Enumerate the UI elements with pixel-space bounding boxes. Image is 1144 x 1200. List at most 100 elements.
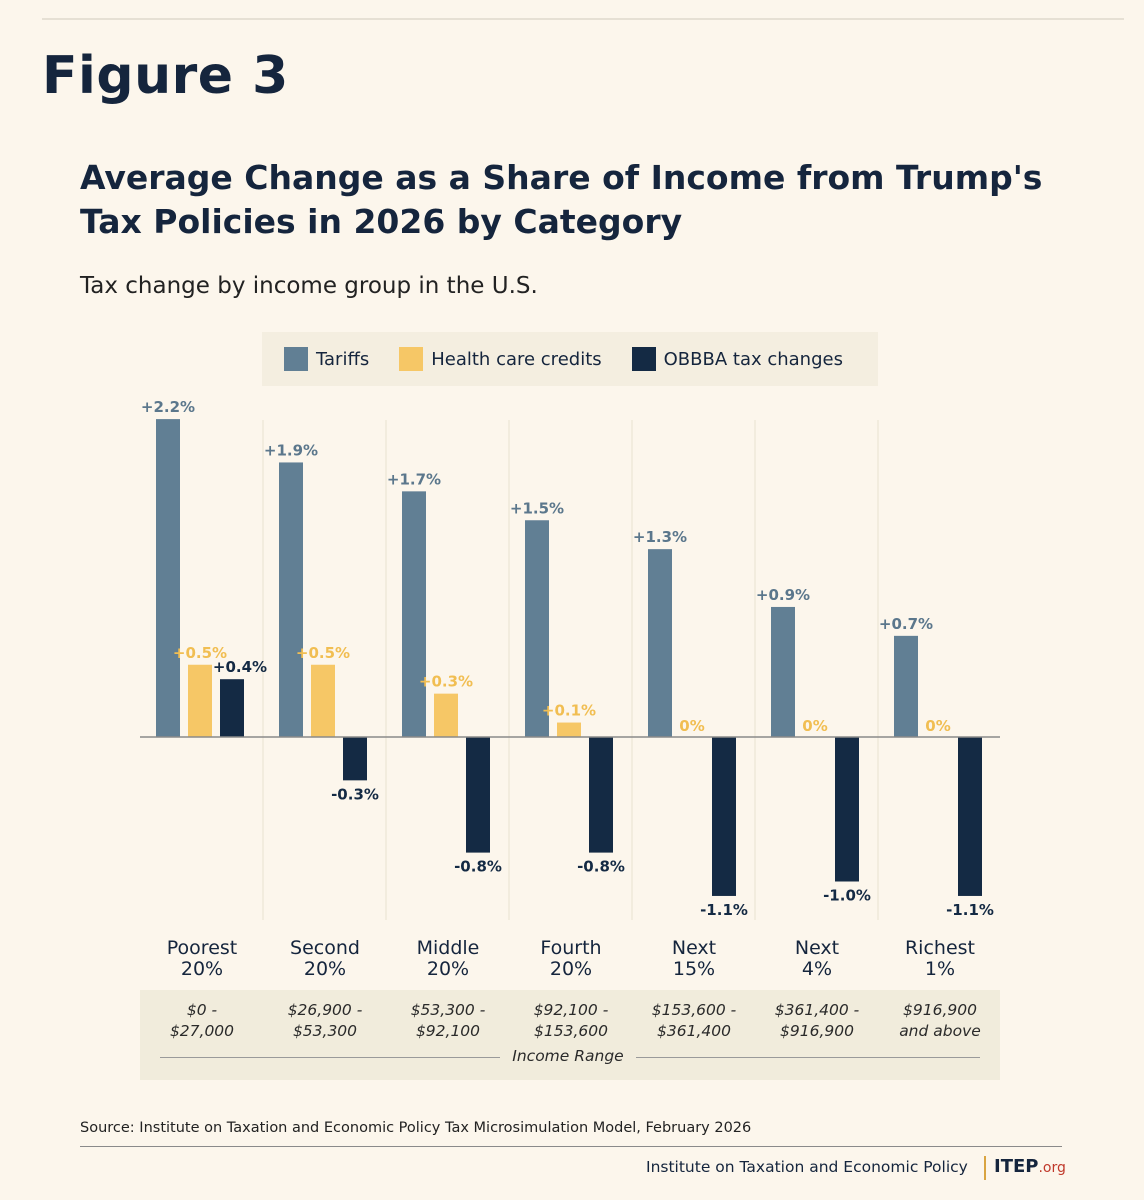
bar-obbba-tax-changes-second-20 bbox=[343, 737, 367, 781]
category-label-next-15: Next 15% bbox=[632, 938, 756, 980]
income-range-line: $153,600 bbox=[534, 1022, 608, 1040]
income-range-fourth-20: $92,100 - $153,600 bbox=[509, 1000, 633, 1042]
income-range-line: $916,900 bbox=[903, 1001, 977, 1019]
data-label-tariffs-fourth-20: +1.5% bbox=[510, 499, 564, 517]
income-range-line: $153,600 - bbox=[651, 1001, 737, 1019]
income-range-rule-left bbox=[160, 1057, 500, 1058]
income-range-line: $27,000 bbox=[169, 1022, 235, 1040]
data-label-obbba-tax-changes-second-20: -0.3% bbox=[331, 785, 379, 803]
data-label-obbba-tax-changes-next-15: -1.1% bbox=[700, 901, 748, 919]
chart-title: Average Change as a Share of Income from… bbox=[80, 158, 1043, 241]
category-label-line: 1% bbox=[924, 958, 956, 980]
bar-obbba-tax-changes-next-4 bbox=[835, 737, 859, 882]
data-label-obbba-tax-changes-poorest-20: +0.4% bbox=[213, 658, 267, 676]
category-label-next-4: Next 4% bbox=[755, 938, 879, 980]
income-range-line: $92,100 - bbox=[533, 1001, 609, 1019]
org-separator bbox=[984, 1156, 986, 1180]
income-range-line: $26,900 - bbox=[287, 1001, 363, 1019]
income-range-line: and above bbox=[899, 1022, 981, 1040]
bar-obbba-tax-changes-poorest-20 bbox=[220, 679, 244, 737]
category-label-line: Next bbox=[671, 937, 717, 959]
category-label-richest-1: Richest 1% bbox=[878, 938, 1002, 980]
data-label-tariffs-next-15: +1.3% bbox=[633, 528, 687, 546]
income-range-line: $92,100 bbox=[415, 1022, 481, 1040]
bar-health-care-credits-second-20 bbox=[311, 664, 335, 737]
data-label-health-care-credits-next-4: 0% bbox=[802, 717, 827, 735]
data-label-obbba-tax-changes-fourth-20: -0.8% bbox=[577, 858, 625, 876]
bar-tariffs-middle-20 bbox=[402, 491, 426, 737]
legend-label-health-care-credits: Health care credits bbox=[431, 348, 602, 370]
legend-item-tariffs: Tariffs bbox=[284, 347, 369, 371]
category-label-line: 20% bbox=[180, 958, 224, 980]
bar-health-care-credits-poorest-20 bbox=[188, 664, 212, 737]
legend-swatch-tariffs bbox=[284, 347, 308, 371]
income-range-line: $916,900 bbox=[780, 1022, 854, 1040]
data-label-tariffs-second-20: +1.9% bbox=[264, 441, 318, 459]
data-label-obbba-tax-changes-next-4: -1.0% bbox=[823, 887, 871, 905]
category-label-line: 15% bbox=[672, 958, 716, 980]
income-range-title: Income Range bbox=[512, 1047, 624, 1065]
data-label-health-care-credits-richest-1: 0% bbox=[925, 717, 950, 735]
income-range-line: $361,400 bbox=[657, 1022, 731, 1040]
legend-label-obbba-tax-changes: OBBBA tax changes bbox=[663, 348, 843, 370]
category-label-line: Next bbox=[794, 937, 840, 959]
bar-tariffs-fourth-20 bbox=[525, 520, 549, 737]
bar-tariffs-next-4 bbox=[771, 606, 795, 737]
legend-item-health-care-credits: Health care credits bbox=[399, 347, 602, 371]
legend-label-tariffs: Tariffs bbox=[316, 348, 370, 370]
top-rule bbox=[42, 18, 1124, 20]
legend-item-obbba-tax-changes: OBBBA tax changes bbox=[631, 347, 843, 371]
figure-label: Figure 3 bbox=[42, 46, 289, 106]
category-label-line: Fourth bbox=[540, 937, 602, 959]
bar-tariffs-second-20 bbox=[279, 462, 303, 737]
income-range-line: $53,300 - bbox=[410, 1001, 486, 1019]
category-label-second-20: Second 20% bbox=[263, 938, 387, 980]
bottom-rule bbox=[80, 1146, 1062, 1147]
data-label-tariffs-richest-1: +0.7% bbox=[879, 615, 933, 633]
data-label-health-care-credits-next-15: 0% bbox=[679, 717, 704, 735]
income-range-line: $361,400 - bbox=[774, 1001, 860, 1019]
category-label-line: 20% bbox=[303, 958, 347, 980]
data-label-obbba-tax-changes-middle-20: -0.8% bbox=[454, 858, 502, 876]
data-label-health-care-credits-second-20: +0.5% bbox=[296, 644, 350, 662]
category-label-line: Middle bbox=[416, 937, 480, 959]
bar-obbba-tax-changes-fourth-20 bbox=[589, 737, 613, 853]
source-note: Source: Institute on Taxation and Econom… bbox=[80, 1120, 752, 1136]
data-label-health-care-credits-middle-20: +0.3% bbox=[419, 673, 473, 691]
legend-swatch-health-care-credits bbox=[399, 347, 424, 371]
data-label-tariffs-poorest-20: +2.2% bbox=[141, 398, 195, 416]
income-range-line: $53,300 bbox=[292, 1022, 358, 1040]
category-label-line: 20% bbox=[426, 958, 470, 980]
data-label-obbba-tax-changes-richest-1: -1.1% bbox=[946, 901, 994, 919]
data-label-tariffs-next-4: +0.9% bbox=[756, 586, 810, 604]
bar-obbba-tax-changes-next-15 bbox=[712, 737, 736, 896]
income-range-line: $0 - bbox=[186, 1001, 218, 1019]
category-label-middle-20: Middle 20% bbox=[386, 938, 510, 980]
bar-obbba-tax-changes-richest-1 bbox=[958, 737, 982, 896]
data-label-health-care-credits-fourth-20: +0.1% bbox=[542, 702, 596, 720]
bar-health-care-credits-middle-20 bbox=[434, 693, 458, 737]
data-label-health-care-credits-poorest-20: +0.5% bbox=[173, 644, 227, 662]
income-range-rule-right bbox=[636, 1057, 980, 1058]
income-range-richest-1: $916,900 and above bbox=[878, 1000, 1002, 1042]
income-range-panel bbox=[140, 990, 1000, 1080]
category-label-line: Richest bbox=[904, 937, 975, 959]
data-label-tariffs-middle-20: +1.7% bbox=[387, 470, 441, 488]
category-label-line: 20% bbox=[549, 958, 593, 980]
bar-health-care-credits-fourth-20 bbox=[557, 722, 581, 737]
legend: Tariffs Health care credits OBBBA tax ch… bbox=[262, 332, 878, 386]
income-range-poorest-20: $0 - $27,000 bbox=[140, 1000, 264, 1042]
bar-tariffs-richest-1 bbox=[894, 635, 918, 737]
legend-swatch-obbba-tax-changes bbox=[631, 347, 656, 371]
category-label-poorest-20: Poorest 20% bbox=[140, 938, 264, 980]
income-range-middle-20: $53,300 - $92,100 bbox=[386, 1000, 510, 1042]
bar-tariffs-poorest-20 bbox=[156, 419, 180, 737]
category-label-line: Poorest bbox=[166, 937, 238, 959]
category-label-line: Second bbox=[290, 937, 360, 959]
brand-logo: ITEP.org bbox=[994, 1156, 1066, 1177]
bar-obbba-tax-changes-middle-20 bbox=[466, 737, 490, 853]
brand-suffix: .org bbox=[1038, 1160, 1066, 1176]
income-range-next-15: $153,600 - $361,400 bbox=[632, 1000, 756, 1042]
chart-subtitle: Tax change by income group in the U.S. bbox=[80, 273, 538, 299]
